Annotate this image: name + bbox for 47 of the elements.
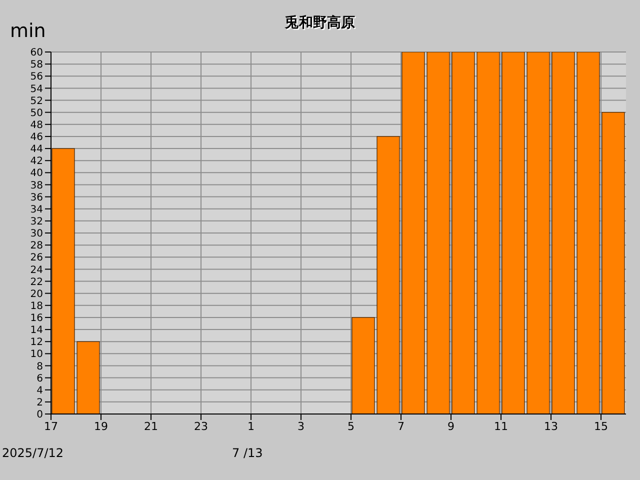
y-tick-label: 42 [30, 156, 43, 168]
x-tick-label: 21 [144, 420, 158, 433]
x-tick-label: 19 [94, 420, 108, 433]
y-tick-label: 20 [30, 288, 43, 300]
y-tick-label: 4 [36, 385, 43, 396]
x-tick-label: 3 [298, 420, 304, 433]
y-tick-label: 10 [30, 349, 43, 360]
y-tick-label: 30 [30, 228, 43, 240]
y-axis-title: min [10, 20, 46, 42]
y-tick-label: 48 [30, 120, 43, 131]
y-tick-label: 2 [36, 397, 43, 408]
y-tick-label: 54 [30, 84, 43, 95]
y-tick-label: 6 [36, 373, 43, 384]
y-tick-label: 8 [36, 361, 43, 372]
y-tick-label: 28 [30, 240, 43, 252]
y-tick-label: 52 [30, 96, 43, 107]
y-tick-label: 34 [30, 204, 43, 216]
y-tick-label: 60 [30, 48, 43, 59]
y-tick-label: 22 [30, 276, 43, 288]
x-tick-label: 9 [448, 420, 454, 433]
y-tick-label: 0 [36, 410, 43, 421]
y-tick-label: 40 [30, 168, 43, 180]
y-tick-label: 58 [30, 60, 43, 71]
y-tick-label: 16 [30, 313, 43, 324]
x-tick-label: 7 [398, 420, 404, 433]
y-tick-label: 24 [30, 264, 43, 276]
x-tick-label: 17 [44, 420, 58, 433]
y-tick-label: 36 [30, 192, 43, 204]
text: 7 /13 [232, 446, 263, 460]
y-tick-label: 26 [30, 252, 43, 264]
y-tick-label: 44 [30, 144, 43, 156]
y-tick-label: 46 [30, 132, 43, 144]
y-tick-label: 18 [30, 300, 43, 312]
y-tick-label: 50 [30, 108, 43, 119]
y-tick-label: 38 [30, 180, 43, 192]
x-tick-label: 23 [194, 420, 208, 433]
y-tick-label: 56 [30, 72, 43, 83]
chart-title: 兎和野高原 [285, 15, 355, 31]
x-tick-label: 5 [348, 420, 354, 433]
x-tick-label: 13 [544, 420, 558, 433]
x-tick-label: 11 [494, 420, 508, 433]
text: 2025/7/12 [2, 446, 64, 460]
x-tick-label: 1 [248, 420, 254, 433]
x-tick-label: 15 [594, 420, 608, 433]
y-tick-label: 12 [30, 337, 43, 348]
y-tick-label: 32 [30, 216, 43, 228]
y-tick-label: 14 [30, 325, 43, 336]
